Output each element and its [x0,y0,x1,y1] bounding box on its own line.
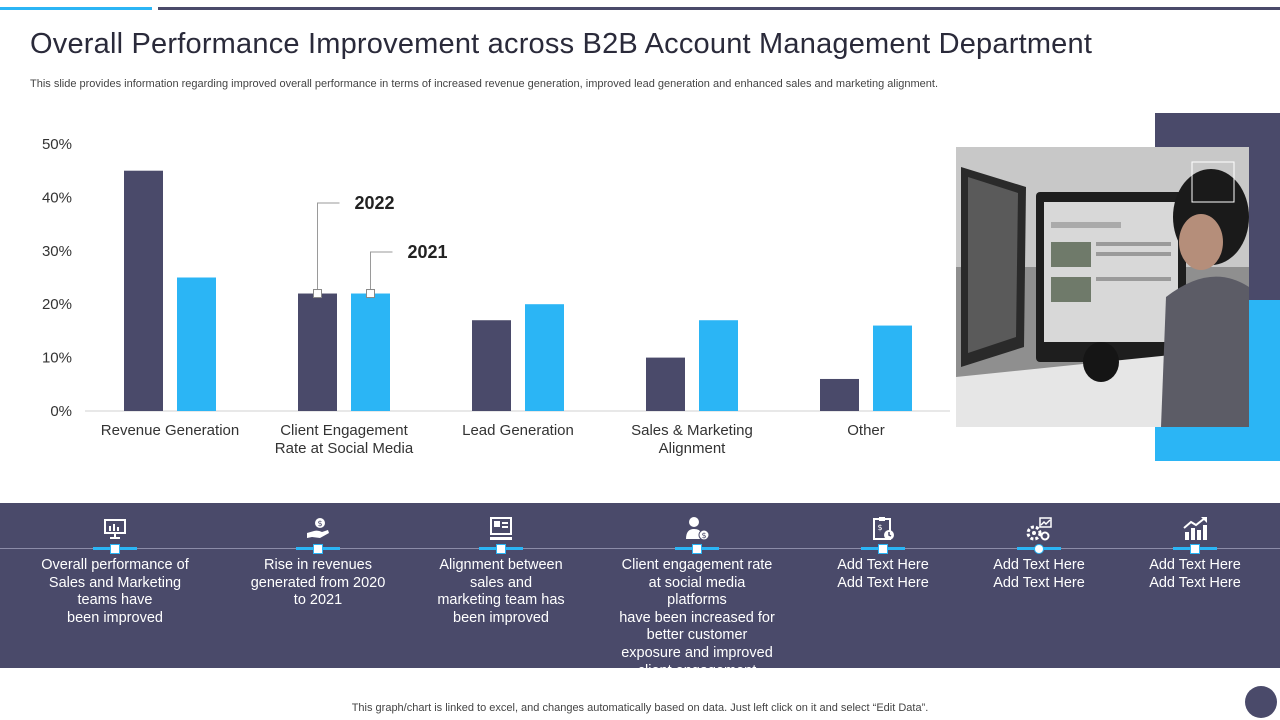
bar-2021[interactable] [699,320,738,411]
growth-chart-icon [1183,517,1207,540]
bar-2021[interactable] [177,277,216,412]
page-subtitle: This slide provides information regardin… [30,78,939,90]
feature-text: Add Text Here Add Text Here [1149,557,1241,591]
timeline-marker [1034,544,1044,554]
feature-text: Overall performance of Sales and Marketin… [41,557,189,626]
feature-1: Overall performance of Sales and Marketin… [37,515,193,627]
footnote: This graph/chart is linked to excel, and… [351,702,929,714]
bar-2022[interactable] [820,378,859,411]
timeline-marker [496,544,506,554]
legend-leader-line [317,202,340,294]
feature-text: Rise in revenues generated from 2020 to 20… [250,557,386,609]
bar-2022[interactable] [646,357,685,411]
feature-7: Add Text Here Add Text Here [1117,515,1273,592]
legend-marker [313,289,322,299]
top-accent-bar-dark [158,7,1280,10]
svg-text:$: $ [701,531,706,540]
y-tick-label: 10% [42,350,72,367]
y-tick-label: 20% [42,296,72,313]
y-tick-label: 0% [50,403,72,420]
top-accent-bar-blue [0,7,152,10]
svg-text:$: $ [877,523,882,532]
x-category-label: Client Engagement [280,422,408,439]
feature-3: Alignment between sales and marketing team… [423,515,579,627]
legend-leader-line [370,251,393,294]
legend-marker [366,289,375,299]
bar-2022[interactable] [298,293,337,411]
feature-text: Add Text Here Add Text Here [993,557,1085,591]
clipboard-dollar-icon: $ [873,517,894,540]
y-tick-label: 50% [42,136,72,153]
timeline-marker [692,544,702,554]
timeline-marker [313,544,323,554]
bar-2021[interactable] [873,325,912,411]
page-title: Overall Performance Improvement across B… [30,28,1093,60]
x-category-label: Alignment [659,440,727,457]
feature-5: $ Add Text Here Add Text Here [805,515,961,592]
feature-text: Add Text Here Add Text Here [837,557,929,591]
svg-text:$: $ [317,519,322,528]
feature-timeline [0,548,1280,549]
feature-text: Client engagement rate at social media pl… [619,557,775,679]
bar-2021[interactable] [351,293,390,411]
y-tick-label: 30% [42,243,72,260]
x-category-label: Rate at Social Media [275,440,414,457]
gears-chart-icon [1026,517,1052,541]
feature-band [0,503,1280,668]
user-dollar-icon: $ [686,517,710,541]
hand-dollar-icon: $ [307,518,329,538]
timeline-marker [110,544,120,554]
presentation-chart-icon [104,519,126,539]
timeline-marker [1190,544,1200,554]
timeline-marker [878,544,888,554]
bar-2022[interactable] [124,170,163,411]
x-category-label: Lead Generation [462,422,574,439]
corner-circle [1245,686,1277,718]
feature-4: $ Client engagement rate at social media … [619,515,775,680]
computer-monitor-icon [490,517,512,540]
feature-2: $ Rise in revenues generated from 2020 to … [240,515,396,610]
bar-2022[interactable] [472,320,511,411]
x-category-label: Sales & Marketing [631,422,753,439]
legend-label-2022: 2022 [355,193,395,213]
x-category-label: Other [847,422,885,439]
office-photo [956,147,1249,427]
y-tick-label: 40% [42,189,72,206]
feature-6: Add Text Here Add Text Here [961,515,1117,592]
bar-chart[interactable]: 0% 10% 20% 30% 40% 50% Revenue Generation Clien… [0,120,950,470]
bar-2021[interactable] [525,304,564,411]
feature-text: Alignment between sales and marketing team… [437,557,565,626]
x-category-label: Revenue Generation [101,422,239,439]
legend-label-2021: 2021 [408,242,448,262]
